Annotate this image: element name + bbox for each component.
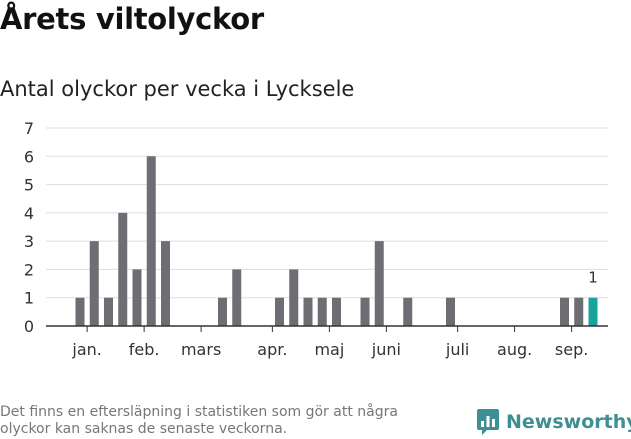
footnote: Det finns en eftersläpning i statistiken… bbox=[0, 404, 398, 437]
x-tick-label: apr. bbox=[257, 340, 287, 359]
y-tick-label: 1 bbox=[24, 289, 34, 308]
bar bbox=[289, 269, 299, 326]
bar bbox=[218, 297, 227, 326]
bar bbox=[75, 297, 85, 326]
y-tick-label: 4 bbox=[24, 204, 34, 223]
chart-subtitle: Antal olyckor per vecka i Lycksele bbox=[0, 77, 355, 101]
bar bbox=[574, 297, 584, 326]
newsworthy-logo: Newsworthy bbox=[476, 408, 631, 436]
bar-highlight bbox=[588, 297, 598, 326]
x-tick-label: feb. bbox=[129, 340, 160, 359]
data-labels: 1 bbox=[588, 269, 598, 287]
bar bbox=[118, 212, 128, 326]
bar bbox=[146, 156, 156, 326]
y-axis-ticks: 0 1 2 3 4 5 6 7 bbox=[24, 119, 34, 336]
x-tick-label: aug. bbox=[497, 340, 532, 359]
bar-chart: 0 1 2 3 4 5 6 7 jan. feb. mars apr. maj juni juli aug.… bbox=[24, 119, 608, 359]
y-tick-label: 6 bbox=[24, 147, 34, 166]
bar bbox=[332, 297, 341, 326]
bar bbox=[132, 269, 142, 326]
brand-name: Newsworthy bbox=[506, 411, 631, 433]
bar bbox=[360, 297, 370, 326]
bar bbox=[560, 297, 569, 326]
chart-title: Årets viltolyckor bbox=[0, 2, 264, 36]
bar bbox=[403, 297, 413, 326]
x-tick-label: juni bbox=[371, 340, 401, 359]
bar bbox=[232, 269, 242, 326]
x-tick-label: juli bbox=[445, 340, 469, 359]
bar bbox=[317, 297, 327, 326]
bar bbox=[104, 297, 113, 326]
y-tick-label: 0 bbox=[24, 317, 34, 336]
bar bbox=[275, 297, 284, 326]
grid-lines bbox=[46, 127, 608, 299]
x-tick-label: maj bbox=[314, 340, 344, 359]
bar bbox=[446, 297, 455, 326]
x-tick-label: mars bbox=[181, 340, 221, 359]
bar bbox=[374, 241, 384, 326]
y-tick-label: 7 bbox=[24, 119, 34, 138]
x-tick-label: sep. bbox=[555, 340, 588, 359]
y-tick-label: 5 bbox=[24, 176, 34, 195]
y-tick-label: 2 bbox=[24, 260, 34, 279]
x-tick-label: jan. bbox=[71, 340, 101, 359]
bar bbox=[303, 297, 313, 326]
bars bbox=[75, 156, 598, 326]
newsworthy-logo-icon bbox=[477, 409, 499, 435]
y-tick-label: 3 bbox=[24, 232, 34, 251]
data-label-latest: 1 bbox=[588, 269, 598, 287]
bar bbox=[161, 241, 170, 326]
bar bbox=[89, 241, 99, 326]
x-axis-ticks: jan. feb. mars apr. maj juni juli aug. sep. bbox=[71, 326, 588, 359]
